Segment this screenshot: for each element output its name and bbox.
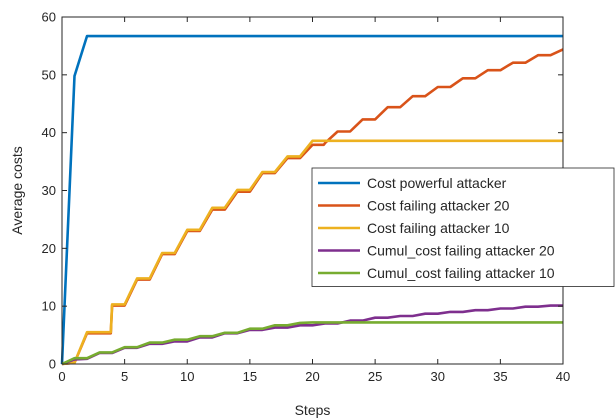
y-tick-label: 40 xyxy=(42,125,56,140)
legend-label: Cumul_cost failing attacker 20 xyxy=(367,243,555,259)
legend-label: Cost failing attacker 10 xyxy=(367,220,510,236)
y-tick-label: 50 xyxy=(42,67,56,82)
legend: Cost powerful attacker Cost failing attac… xyxy=(311,167,615,287)
x-tick-label: 5 xyxy=(121,369,128,384)
legend-label: Cost powerful attacker xyxy=(367,175,507,191)
y-axis-label: Average costs xyxy=(9,146,25,234)
legend-label: Cost failing attacker 20 xyxy=(367,198,510,214)
x-tick-label: 0 xyxy=(58,369,65,384)
series-line-1 xyxy=(60,34,563,365)
series-line-4 xyxy=(61,304,563,366)
legend-box xyxy=(311,167,615,287)
series-line-3 xyxy=(61,139,563,366)
series-line-5 xyxy=(61,321,563,366)
axis-ticks: 0 5 10 15 20 25 30 35 40 0 10 20 30 40 50 60 xyxy=(42,10,571,385)
plot-lines xyxy=(60,34,564,366)
y-tick-label: 10 xyxy=(42,299,56,314)
x-tick-label: 30 xyxy=(431,369,445,384)
x-tick-label: 40 xyxy=(556,369,570,384)
y-tick-label: 0 xyxy=(49,357,56,372)
x-tick-label: 15 xyxy=(243,369,257,384)
y-tick-label: 60 xyxy=(42,10,56,25)
y-tick-label: 20 xyxy=(42,241,56,256)
x-axis-label: Steps xyxy=(295,402,331,418)
x-tick-label: 25 xyxy=(368,369,382,384)
legend-label: Cumul_cost failing attacker 10 xyxy=(367,265,555,281)
y-tick-label: 30 xyxy=(42,183,56,198)
x-tick-label: 10 xyxy=(180,369,194,384)
x-tick-label: 20 xyxy=(305,369,319,384)
x-tick-label: 35 xyxy=(493,369,507,384)
